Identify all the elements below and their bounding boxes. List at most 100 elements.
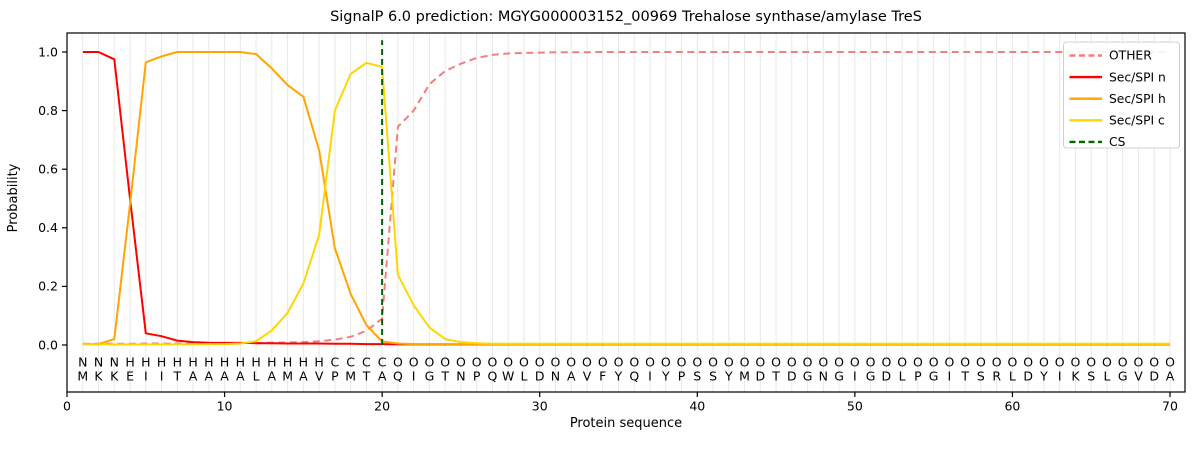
region-label: H: [283, 355, 292, 370]
region-label: O: [582, 355, 592, 370]
residue-letter: M: [77, 369, 88, 384]
residue-letter: M: [739, 369, 750, 384]
region-label: N: [78, 355, 87, 370]
x-tick-label: 40: [689, 399, 705, 414]
residue-letter: L: [253, 369, 260, 384]
residue-letter: V: [315, 369, 324, 384]
curve-sec-spi-h: [82, 51, 1170, 346]
region-label: H: [188, 355, 197, 370]
region-label: O: [614, 355, 624, 370]
region-label: O: [834, 355, 844, 370]
residue-letter: T: [960, 369, 969, 384]
region-label: O: [897, 355, 907, 370]
x-tick-label: 0: [63, 399, 71, 414]
residue-letter: L: [899, 369, 906, 384]
region-label: O: [677, 355, 687, 370]
region-label: O: [456, 355, 466, 370]
residue-letter: N: [551, 369, 560, 384]
residue-letter: Y: [614, 369, 623, 384]
x-tick-label: 60: [1004, 399, 1020, 414]
residue-letter: Y: [724, 369, 733, 384]
residue-letter: Y: [1039, 369, 1048, 384]
region-label: O: [645, 355, 655, 370]
residue-letter: A: [378, 369, 387, 384]
region-label: O: [440, 355, 450, 370]
region-label: O: [850, 355, 860, 370]
legend-label: Sec/SPI n: [1109, 70, 1166, 84]
residue-letter: I: [160, 369, 164, 384]
curve-sec-spi-c: [82, 61, 1170, 346]
region-label: O: [1134, 355, 1144, 370]
y-tick-label: 0.8: [38, 103, 58, 118]
region-label: O: [913, 355, 923, 370]
residue-letter: G: [803, 369, 813, 384]
residue-letter: S: [977, 369, 985, 384]
residue-letter: Q: [488, 369, 498, 384]
y-tick-label: 0.0: [38, 337, 58, 352]
region-label: O: [771, 355, 781, 370]
legend-label: Sec/SPI c: [1109, 114, 1165, 128]
residue-letter: K: [94, 369, 103, 384]
region-label: O: [661, 355, 671, 370]
residue-letter: D: [535, 369, 545, 384]
residue-letter: M: [282, 369, 293, 384]
region-label: O: [755, 355, 765, 370]
region-label: C: [346, 355, 355, 370]
residue-letter: L: [1009, 369, 1016, 384]
residue-letter: V: [583, 369, 592, 384]
region-label: H: [157, 355, 166, 370]
x-tick-label: 20: [374, 399, 390, 414]
region-label: C: [362, 355, 371, 370]
residue-letter: A: [268, 369, 277, 384]
sequence-rows: NMNKNKHEHIHIHTHAHAHAHAHLHAHMHAHVCPCMCTCA…: [77, 355, 1175, 384]
region-label: O: [1007, 355, 1017, 370]
x-tick-label: 10: [217, 399, 233, 414]
residue-letter: P: [473, 369, 481, 384]
region-label: C: [378, 355, 387, 370]
region-label: H: [267, 355, 276, 370]
residue-letter: T: [362, 369, 371, 384]
legend-label: Sec/SPI h: [1109, 92, 1166, 106]
region-label: O: [724, 355, 734, 370]
x-tick-label: 50: [847, 399, 863, 414]
residue-letter: D: [882, 369, 892, 384]
residue-letter: L: [1103, 369, 1110, 384]
region-label: O: [1102, 355, 1112, 370]
region-label: O: [692, 355, 702, 370]
region-label: O: [992, 355, 1002, 370]
residue-letter: G: [866, 369, 876, 384]
residue-letter: L: [520, 369, 527, 384]
y-tick-label: 0.6: [38, 162, 58, 177]
residue-letter: G: [1118, 369, 1128, 384]
region-label: H: [220, 355, 229, 370]
region-label: H: [299, 355, 308, 370]
residue-letter: Q: [393, 369, 403, 384]
region-label: O: [929, 355, 939, 370]
x-tick-label: 30: [532, 399, 548, 414]
residue-letter: A: [189, 369, 198, 384]
region-label: O: [960, 355, 970, 370]
region-label: O: [1086, 355, 1096, 370]
region-label: H: [173, 355, 182, 370]
residue-letter: F: [599, 369, 606, 384]
region-label: O: [787, 355, 797, 370]
region-label: O: [944, 355, 954, 370]
probability-curves: [82, 51, 1170, 346]
residue-letter: P: [331, 369, 339, 384]
region-label: O: [866, 355, 876, 370]
residue-letter: I: [853, 369, 857, 384]
region-label: C: [331, 355, 340, 370]
region-label: O: [393, 355, 403, 370]
region-label: N: [94, 355, 103, 370]
residue-letter: I: [948, 369, 952, 384]
residue-letter: I: [1058, 369, 1062, 384]
region-label: O: [740, 355, 750, 370]
residue-letter: D: [787, 369, 797, 384]
region-label: O: [1023, 355, 1033, 370]
region-label: O: [503, 355, 513, 370]
residue-letter: V: [1134, 369, 1143, 384]
residue-letter: M: [345, 369, 356, 384]
region-label: O: [424, 355, 434, 370]
residue-letter: T: [771, 369, 780, 384]
